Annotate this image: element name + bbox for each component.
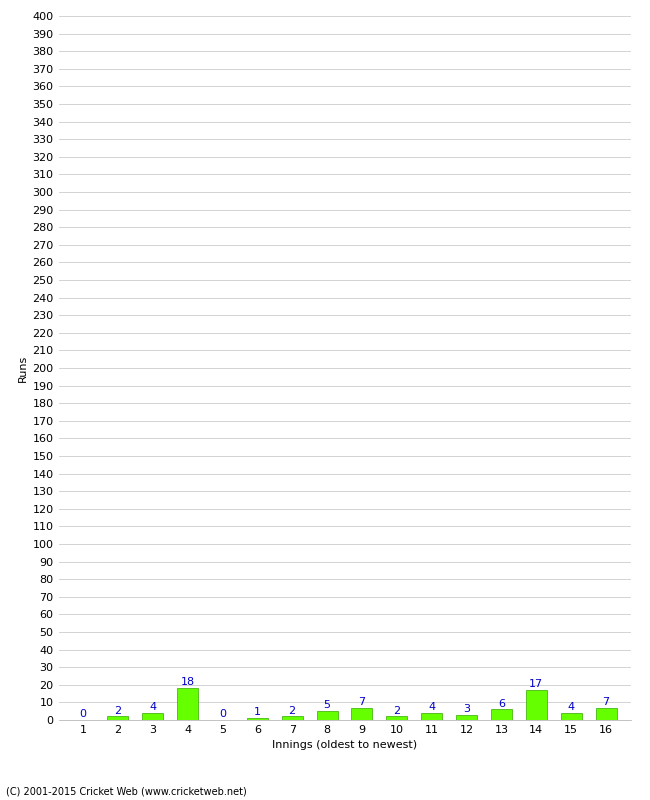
X-axis label: Innings (oldest to newest): Innings (oldest to newest) <box>272 741 417 750</box>
Text: 7: 7 <box>358 697 365 707</box>
Bar <box>421 713 442 720</box>
Text: 1: 1 <box>254 707 261 718</box>
Text: (C) 2001-2015 Cricket Web (www.cricketweb.net): (C) 2001-2015 Cricket Web (www.cricketwe… <box>6 786 247 796</box>
Text: 2: 2 <box>114 706 122 715</box>
Bar <box>352 708 372 720</box>
Text: 4: 4 <box>567 702 575 712</box>
Text: 3: 3 <box>463 704 470 714</box>
Bar <box>107 717 128 720</box>
Text: 7: 7 <box>603 697 610 707</box>
Bar <box>247 718 268 720</box>
Text: 17: 17 <box>529 679 543 689</box>
Text: 0: 0 <box>219 709 226 719</box>
Bar <box>526 690 547 720</box>
Text: 18: 18 <box>181 678 194 687</box>
Text: 4: 4 <box>428 702 436 712</box>
Text: 2: 2 <box>393 706 400 715</box>
Text: 4: 4 <box>149 702 156 712</box>
Text: 0: 0 <box>79 709 86 719</box>
Text: 6: 6 <box>498 698 505 709</box>
Bar <box>456 714 477 720</box>
Y-axis label: Runs: Runs <box>18 354 28 382</box>
Bar <box>142 713 163 720</box>
Bar <box>491 710 512 720</box>
Bar <box>281 717 303 720</box>
Bar <box>386 717 408 720</box>
Bar <box>177 688 198 720</box>
Bar <box>595 708 617 720</box>
Text: 2: 2 <box>289 706 296 715</box>
Bar <box>561 713 582 720</box>
Bar <box>317 711 337 720</box>
Text: 5: 5 <box>324 700 331 710</box>
